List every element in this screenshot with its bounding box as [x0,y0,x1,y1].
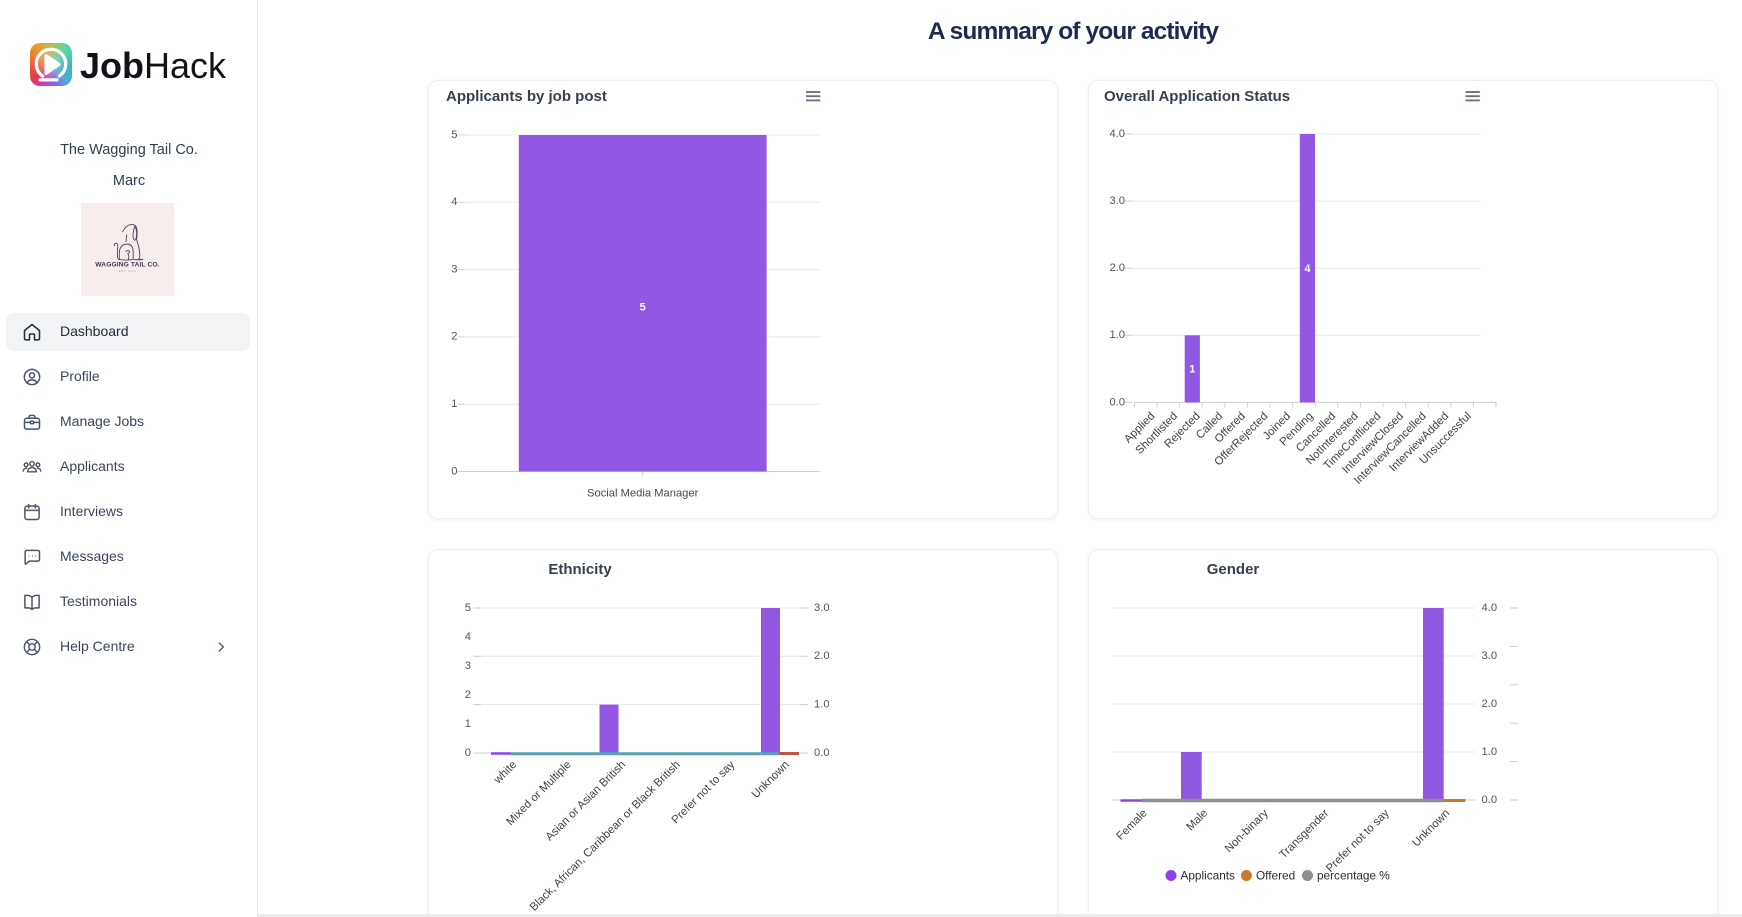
svg-text:Unknown: Unknown [750,759,792,801]
svg-text:Applicants by job post: Applicants by job post [446,88,607,105]
svg-text:0.0: 0.0 [814,747,830,759]
svg-text:1: 1 [465,718,471,730]
svg-text:Unknown: Unknown [1410,807,1452,849]
svg-text:5: 5 [640,302,646,314]
svg-text:0.0: 0.0 [1109,396,1125,408]
svg-text:0: 0 [465,747,471,759]
svg-text:4.0: 4.0 [1482,602,1498,614]
svg-text:2: 2 [451,331,457,343]
svg-text:3.0: 3.0 [1109,195,1125,207]
svg-text:3.0: 3.0 [1482,650,1498,662]
svg-text:Non-binary: Non-binary [1223,807,1271,855]
svg-text:0: 0 [451,465,457,477]
svg-text:WAGGING TAIL CO.: WAGGING TAIL CO. [95,261,159,268]
svg-text:Prefer not to say: Prefer not to say [1324,807,1392,875]
svg-text:Overall Application Status: Overall Application Status [1104,88,1290,105]
svg-text:percentage %: percentage % [1317,869,1390,883]
svg-text:Transgender: Transgender [1277,807,1331,861]
svg-text:1.0: 1.0 [814,698,830,710]
svg-text:0.0: 0.0 [1482,794,1498,806]
svg-text:2.0: 2.0 [1109,262,1125,274]
svg-text:3.0: 3.0 [814,602,830,614]
svg-text:Female: Female [1114,807,1149,842]
svg-text:5: 5 [451,129,457,141]
svg-text:5: 5 [465,602,471,614]
svg-text:1: 1 [1189,363,1195,375]
svg-text:EST. 2020: EST. 2020 [119,269,136,273]
svg-text:white: white [491,759,519,787]
svg-text:3: 3 [465,660,471,672]
svg-text:1.0: 1.0 [1109,329,1125,341]
svg-text:4: 4 [1304,263,1311,275]
svg-text:2.0: 2.0 [814,650,830,662]
svg-text:Ethnicity: Ethnicity [548,561,612,578]
svg-text:4: 4 [465,631,471,643]
svg-text:1.0: 1.0 [1482,746,1498,758]
svg-text:3: 3 [451,263,457,275]
svg-text:2: 2 [465,689,471,701]
svg-text:Male: Male [1184,807,1210,833]
svg-text:Gender: Gender [1207,561,1260,578]
svg-text:4: 4 [451,196,457,208]
svg-text:Offered: Offered [1256,869,1295,883]
svg-text:Applicants: Applicants [1181,869,1236,883]
svg-text:1: 1 [451,398,457,410]
svg-text:4.0: 4.0 [1109,128,1125,140]
svg-text:Social Media Manager: Social Media Manager [587,488,699,500]
svg-text:2.0: 2.0 [1482,698,1498,710]
